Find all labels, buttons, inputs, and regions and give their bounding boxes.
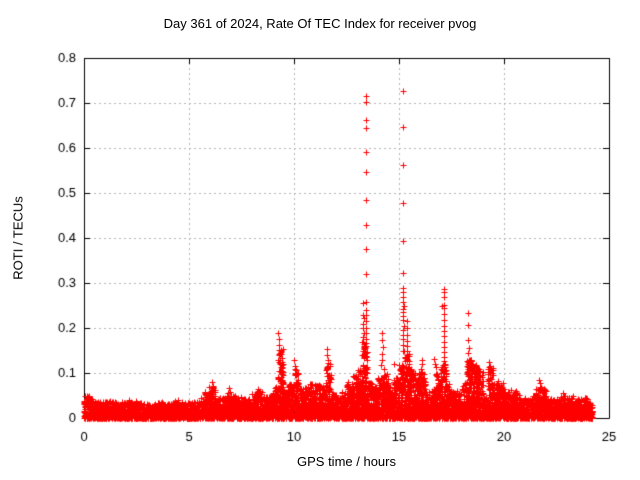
chart-title: Day 361 of 2024, Rate Of TEC Index for r… — [163, 16, 477, 31]
x-axis-label: GPS time / hours — [297, 454, 396, 469]
y-axis-label: ROTI / TECUs — [10, 196, 26, 280]
